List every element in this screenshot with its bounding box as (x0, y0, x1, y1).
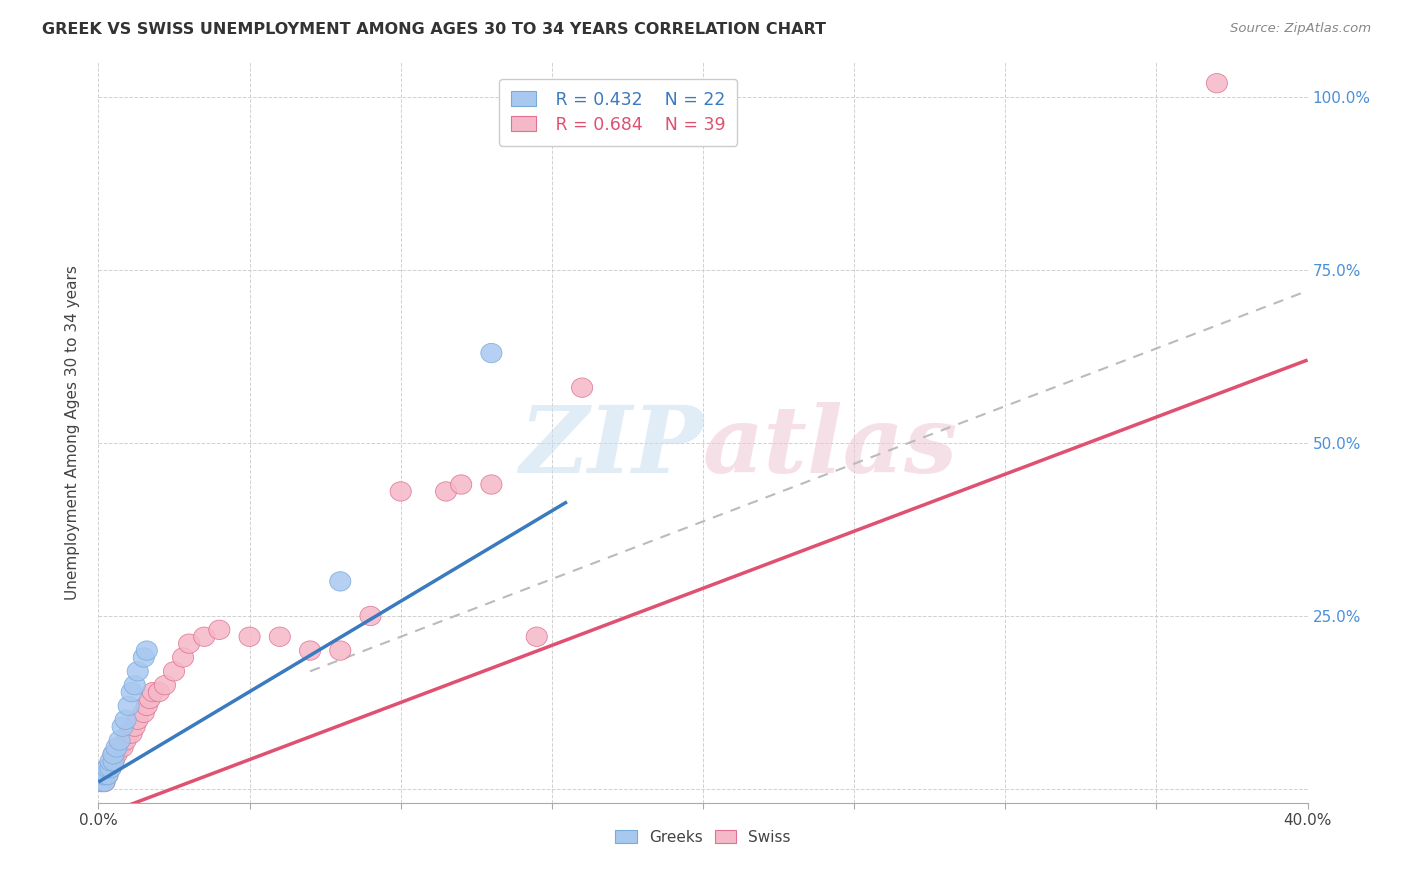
Ellipse shape (100, 758, 121, 778)
Ellipse shape (329, 640, 352, 660)
Ellipse shape (134, 703, 155, 723)
Ellipse shape (526, 627, 547, 647)
Text: ZIP: ZIP (519, 402, 703, 492)
Ellipse shape (100, 758, 121, 778)
Ellipse shape (121, 682, 142, 702)
Ellipse shape (94, 772, 115, 792)
Ellipse shape (173, 648, 194, 667)
Ellipse shape (139, 690, 160, 709)
Ellipse shape (124, 675, 145, 695)
Ellipse shape (94, 765, 115, 785)
Ellipse shape (1206, 73, 1227, 93)
Ellipse shape (269, 627, 291, 647)
Ellipse shape (208, 620, 231, 640)
Ellipse shape (571, 378, 593, 397)
Ellipse shape (94, 765, 115, 785)
Ellipse shape (481, 475, 502, 494)
Ellipse shape (103, 752, 124, 771)
Ellipse shape (136, 697, 157, 715)
Ellipse shape (103, 752, 124, 771)
Ellipse shape (163, 662, 184, 681)
Ellipse shape (299, 640, 321, 660)
Ellipse shape (481, 343, 502, 363)
Ellipse shape (105, 738, 127, 757)
Ellipse shape (194, 627, 215, 647)
Ellipse shape (112, 717, 134, 737)
Ellipse shape (124, 717, 145, 737)
Ellipse shape (136, 640, 157, 660)
Ellipse shape (110, 738, 131, 757)
Text: Source: ZipAtlas.com: Source: ZipAtlas.com (1230, 22, 1371, 36)
Ellipse shape (91, 772, 112, 792)
Ellipse shape (389, 482, 412, 501)
Ellipse shape (110, 731, 131, 750)
Ellipse shape (142, 682, 163, 702)
Text: atlas: atlas (703, 402, 959, 492)
Ellipse shape (121, 724, 142, 743)
Ellipse shape (134, 648, 155, 667)
Ellipse shape (118, 697, 139, 715)
Ellipse shape (329, 572, 352, 591)
Ellipse shape (148, 682, 170, 702)
Ellipse shape (103, 745, 124, 764)
Ellipse shape (450, 475, 472, 494)
Ellipse shape (127, 710, 148, 730)
Ellipse shape (115, 731, 136, 750)
Ellipse shape (118, 724, 139, 743)
Ellipse shape (239, 627, 260, 647)
Ellipse shape (127, 662, 148, 681)
Ellipse shape (100, 752, 121, 771)
Text: GREEK VS SWISS UNEMPLOYMENT AMONG AGES 30 TO 34 YEARS CORRELATION CHART: GREEK VS SWISS UNEMPLOYMENT AMONG AGES 3… (42, 22, 827, 37)
Ellipse shape (94, 772, 115, 792)
Ellipse shape (97, 758, 118, 778)
Ellipse shape (91, 765, 112, 785)
Ellipse shape (105, 745, 127, 764)
Ellipse shape (436, 482, 457, 501)
Ellipse shape (115, 710, 136, 730)
Legend: Greeks, Swiss: Greeks, Swiss (609, 823, 797, 851)
Y-axis label: Unemployment Among Ages 30 to 34 years: Unemployment Among Ages 30 to 34 years (65, 265, 80, 600)
Ellipse shape (97, 765, 118, 785)
Ellipse shape (97, 765, 118, 785)
Ellipse shape (97, 758, 118, 778)
Ellipse shape (155, 675, 176, 695)
Ellipse shape (91, 772, 112, 792)
Ellipse shape (103, 745, 124, 764)
Ellipse shape (112, 738, 134, 757)
Ellipse shape (179, 634, 200, 653)
Ellipse shape (360, 607, 381, 625)
